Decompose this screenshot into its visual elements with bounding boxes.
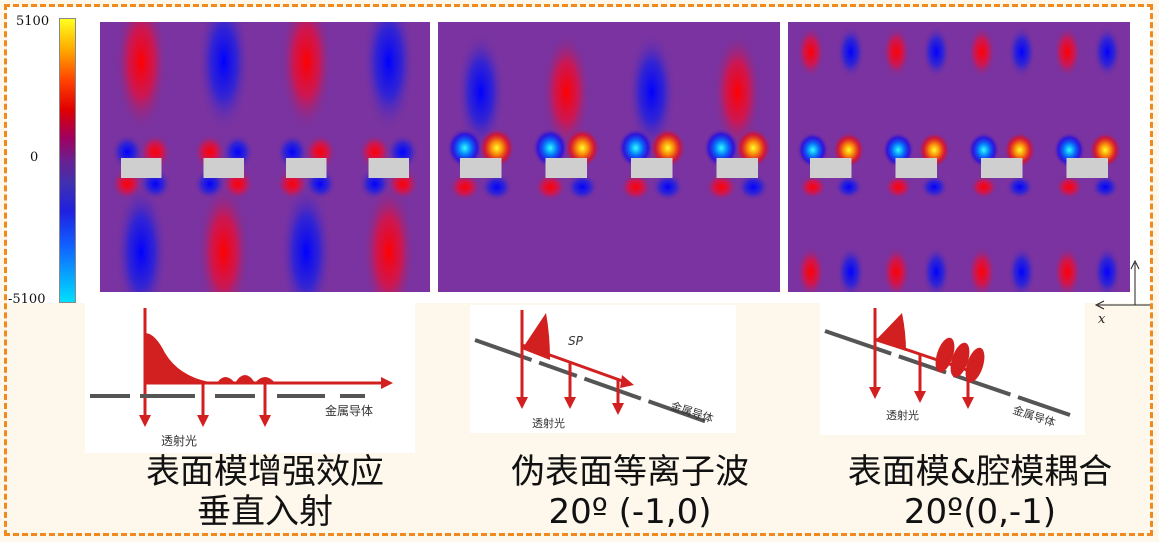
axis-indicator: x — [1090, 255, 1155, 325]
transmitted-label-3: 透射光 — [886, 408, 919, 422]
field-panel-3 — [788, 22, 1130, 292]
caption-2-line1: 伪表面等离子波 — [470, 452, 790, 492]
colorbar-max-label: 5100 — [16, 14, 49, 29]
wave-label-2: SP — [568, 334, 584, 348]
transmitted-label-1: 透射光 — [161, 433, 197, 448]
colorbar-mid-label: 0 — [30, 150, 38, 165]
field-panel-2 — [438, 22, 780, 292]
transmitted-label-2: 透射光 — [532, 416, 565, 430]
field-panel-1 — [100, 22, 430, 292]
schematic-normal-incidence: 金属导体 透射光 — [85, 303, 415, 453]
schematic-pseudo-sp: SP 金属导体 透射光 — [470, 305, 736, 433]
axis-x-label: x — [1098, 312, 1106, 325]
schematic-cavity-coupling: 金属导体 透射光 — [820, 303, 1085, 435]
medium-label-1: 金属导体 — [325, 403, 373, 418]
caption-1: 表面模增强效应 垂直入射 — [100, 452, 430, 532]
colorbar — [59, 18, 76, 303]
caption-3: 表面模&腔模耦合 20º(0,-1) — [815, 452, 1145, 532]
caption-2: 伪表面等离子波 20º (-1,0) — [470, 452, 790, 532]
caption-1-line2: 垂直入射 — [100, 492, 430, 532]
colorbar-min-label: -5100 — [8, 292, 45, 307]
caption-3-line2: 20º(0,-1) — [815, 492, 1145, 532]
caption-2-line2: 20º (-1,0) — [470, 492, 790, 532]
caption-1-line1: 表面模增强效应 — [100, 452, 430, 492]
caption-3-line1: 表面模&腔模耦合 — [815, 452, 1145, 492]
